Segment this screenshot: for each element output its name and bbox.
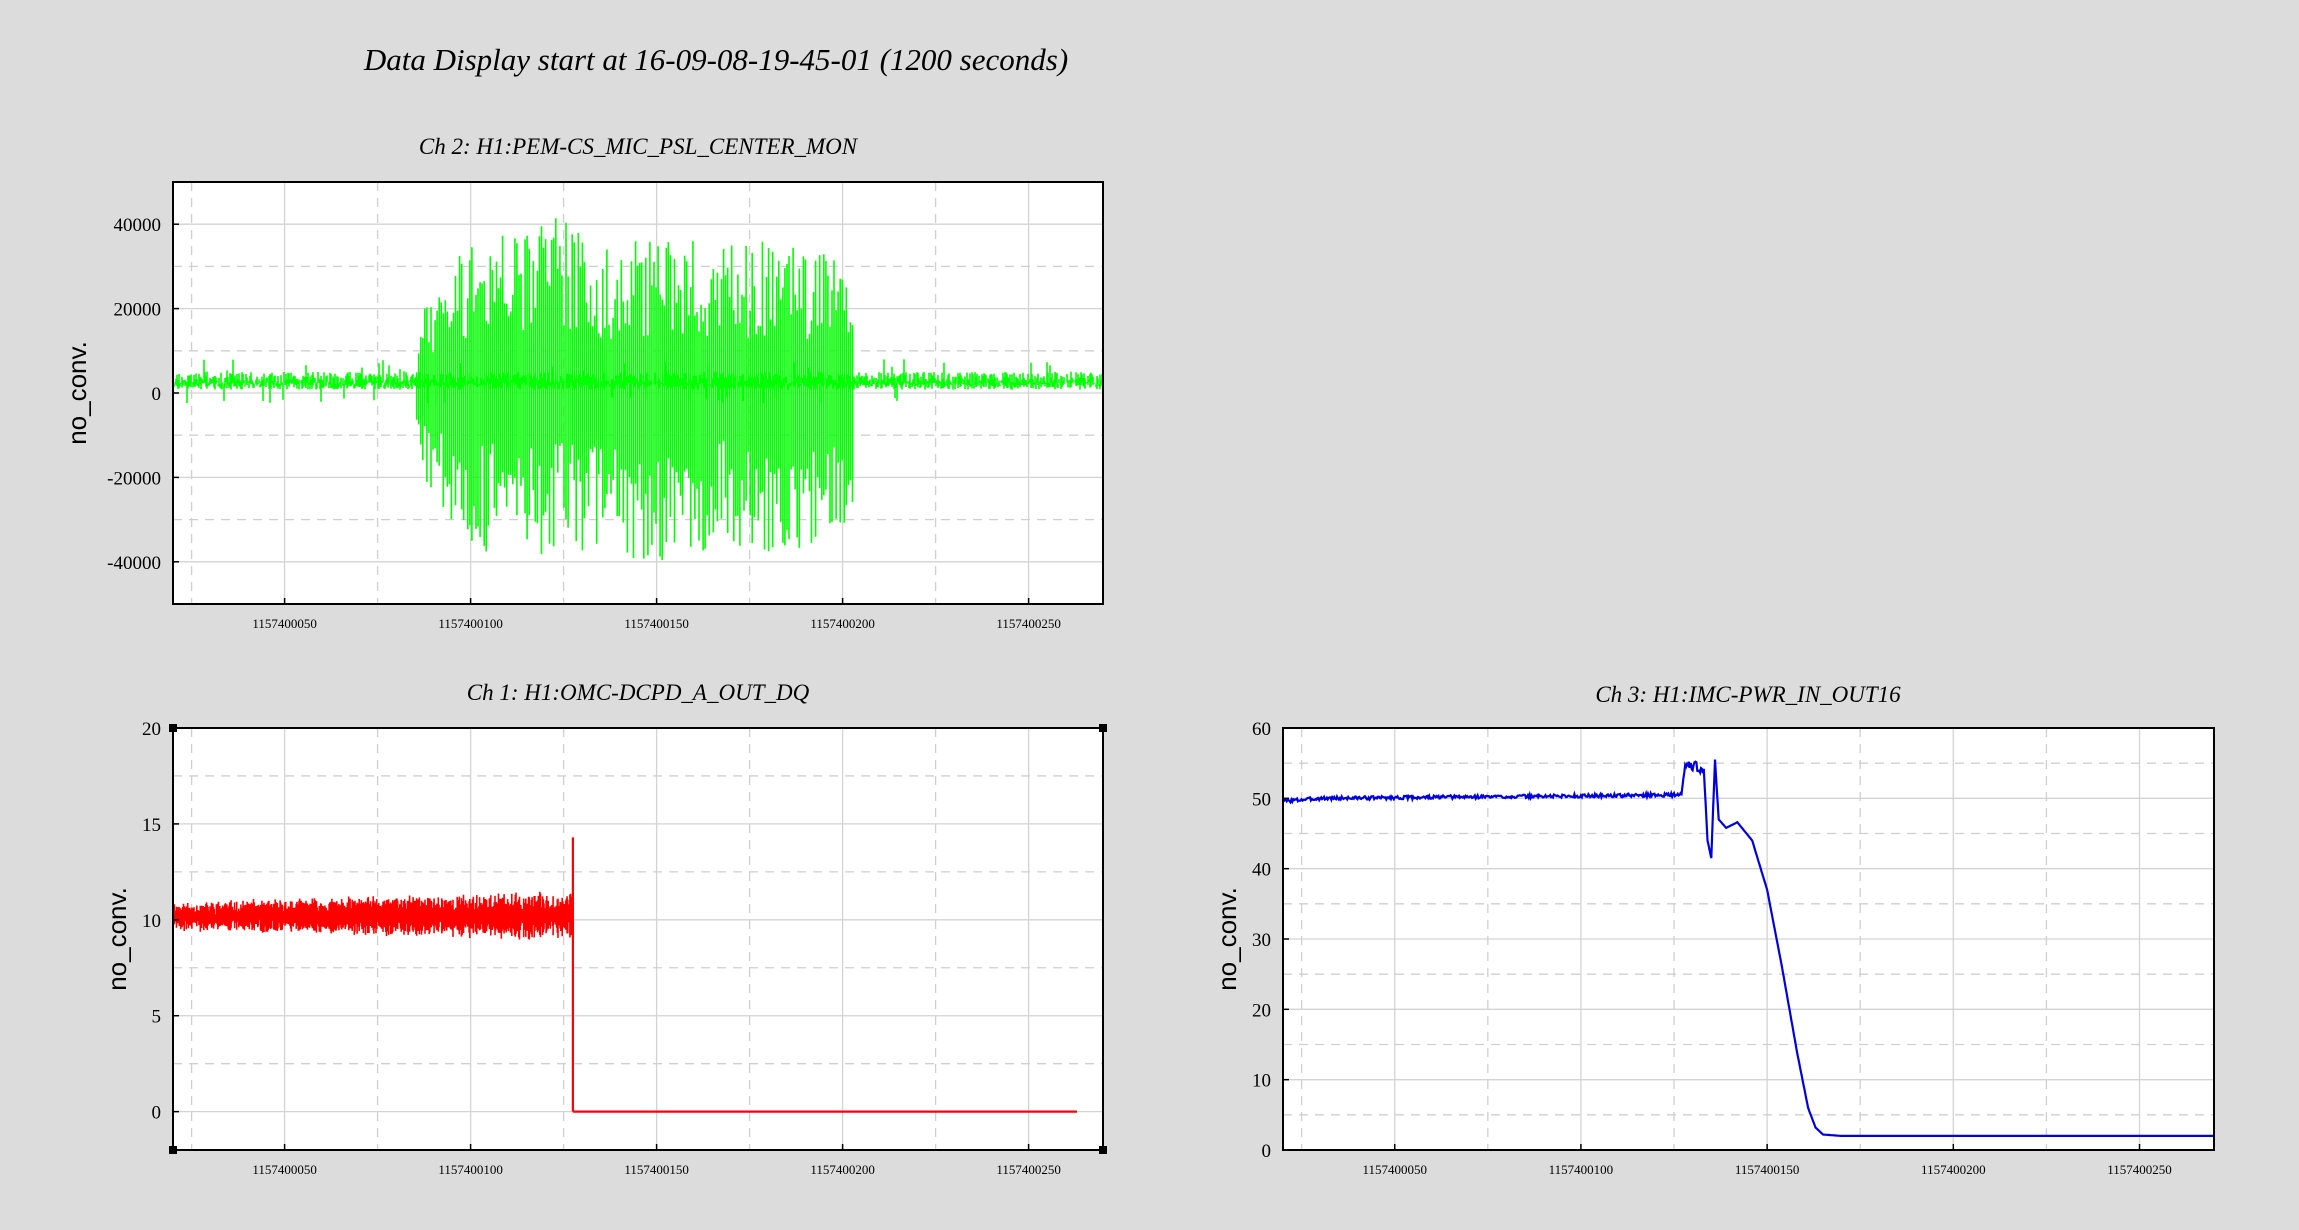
y-tick-label: 30 (1252, 930, 1271, 951)
y-tick-label: 40 (1252, 860, 1271, 881)
y-axis-label: no_conv. (62, 341, 92, 445)
x-tick-label: 1157400250 (996, 1162, 1061, 1177)
y-tick-label: 15 (142, 815, 161, 836)
y-tick-label: 10 (1252, 1071, 1271, 1092)
y-tick-label: 60 (1252, 719, 1271, 740)
x-tick-label: 1157400150 (1735, 1162, 1800, 1177)
x-tick-label: 1157400250 (996, 616, 1061, 631)
y-tick-label: 0 (1262, 1141, 1272, 1162)
x-tick-label: 1157400050 (252, 616, 317, 631)
corner-handle[interactable] (1099, 724, 1107, 732)
plot-area (173, 728, 1103, 1150)
y-tick-label: 20 (142, 719, 161, 740)
y-tick-label: 10 (142, 911, 161, 932)
y-tick-label: -40000 (107, 553, 161, 574)
x-tick-label: 1157400100 (1549, 1162, 1614, 1177)
y-tick-label: 5 (152, 1007, 162, 1028)
x-tick-label: 1157400100 (438, 616, 503, 631)
chart-panel-ch3: Ch 3: H1:IMC-PWR_IN_OUT16 no_conv. 1157400… (1212, 682, 2215, 1177)
chart-panel-ch1: Ch 1: H1:OMC-DCPD_A_OUT_DQ no_conv. 115740… (102, 680, 1107, 1177)
chart-title: Ch 1: H1:OMC-DCPD_A_OUT_DQ (467, 680, 810, 705)
data-series (172, 837, 1077, 1113)
y-tick-label: -20000 (107, 468, 161, 489)
page-title: Data Display start at 16-09-08-19-45-01 … (363, 42, 1068, 77)
x-tick-label: 1157400050 (1362, 1162, 1427, 1177)
x-tick-label: 1157400200 (810, 1162, 875, 1177)
plot-frame (172, 727, 1104, 1151)
y-axis-label: no_conv. (102, 887, 132, 991)
x-tick-label: 1157400050 (252, 1162, 317, 1177)
x-tick-label: 1157400100 (438, 1162, 503, 1177)
x-tick-label: 1157400200 (1921, 1162, 1986, 1177)
y-tick-label: 50 (1252, 789, 1271, 810)
corner-handle[interactable] (169, 1146, 177, 1154)
chart-title: Ch 2: H1:PEM-CS_MIC_PSL_CENTER_MON (419, 134, 859, 159)
chart-panel-ch2: Ch 2: H1:PEM-CS_MIC_PSL_CENTER_MON no_con… (62, 134, 1104, 631)
chart-title: Ch 3: H1:IMC-PWR_IN_OUT16 (1595, 682, 1901, 707)
x-tick-label: 1157400200 (810, 616, 875, 631)
x-tick-label: 1157400250 (2107, 1162, 2172, 1177)
corner-handle[interactable] (1099, 1146, 1107, 1154)
y-tick-label: 40000 (114, 215, 162, 236)
series-line-ch3 (1282, 759, 2214, 1138)
x-tick-label: 1157400150 (624, 616, 689, 631)
y-tick-label: 20 (1252, 1000, 1271, 1021)
y-tick-label: 20000 (114, 300, 162, 321)
data-series (1282, 759, 2214, 1138)
grid (173, 728, 1103, 1150)
x-tick-label: 1157400150 (624, 1162, 689, 1177)
y-tick-label: 0 (152, 384, 162, 405)
y-axis-label: no_conv. (1212, 887, 1242, 991)
y-tick-label: 0 (152, 1103, 162, 1124)
